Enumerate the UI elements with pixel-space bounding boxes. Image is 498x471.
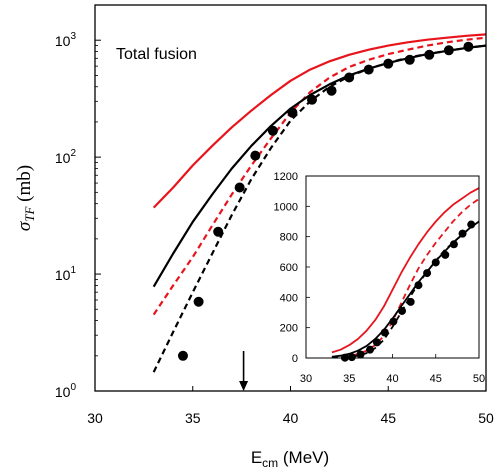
data-point-1 (193, 296, 204, 307)
data-point-4 (250, 150, 261, 161)
inset-data-point-1 (347, 353, 356, 362)
inset-data-point-2 (356, 350, 365, 359)
data-point-15 (463, 41, 474, 52)
inset-y-tick-label-4: 800 (280, 232, 298, 244)
inset-plot: 30 35 40 45 50 0 200 400 600 800 1000 1200 (274, 171, 486, 385)
data-point-0 (177, 350, 188, 361)
inset-y-tick-label-1: 200 (280, 323, 298, 335)
data-point-14 (443, 45, 454, 56)
inset-data-point-12 (441, 250, 450, 259)
x-tick-label-2: 40 (283, 410, 299, 426)
inset-curves (331, 187, 479, 358)
inset-y-tick-labels: 0 200 400 600 800 1000 1200 (274, 171, 298, 365)
y-tick-label-3: 103 (55, 31, 77, 49)
inset-y-tick-label-5: 1000 (274, 201, 298, 213)
data-point-5 (267, 125, 278, 136)
main-series-red-dashed (152, 36, 486, 316)
inset-x-tick-labels: 30 35 40 45 50 (300, 373, 485, 385)
barrier-arrow (239, 351, 249, 391)
inset-data-point-7 (398, 306, 407, 315)
inset-x-tick-label-0: 30 (300, 373, 312, 385)
inset-data-markers (340, 220, 476, 362)
y-tick-label-2: 102 (55, 148, 77, 166)
data-point-8 (326, 85, 337, 96)
y-axis-title: σTF (mb) (14, 165, 37, 231)
main-plot: 30 35 40 45 50 100 101 102 103 Total fusion Ecm… (14, 4, 494, 470)
inset-data-point-6 (389, 317, 398, 326)
chart-annotation: Total fusion (116, 46, 197, 63)
main-data-markers (177, 41, 474, 361)
main-y-tick-labels: 100 101 102 103 (55, 31, 77, 400)
inset-series-red-solid (331, 187, 479, 354)
inset-data-point-11 (431, 258, 440, 267)
data-point-11 (383, 58, 394, 69)
inset-data-point-5 (380, 328, 389, 337)
inset-data-point-14 (458, 229, 467, 238)
inset-frame (305, 175, 480, 359)
x-axis-title: Ecm (MeV) (251, 448, 329, 470)
data-point-12 (404, 54, 415, 65)
main-x-tick-labels: 30 35 40 45 50 (87, 410, 494, 426)
inset-y-tick-label-6: 1200 (274, 171, 298, 183)
inset-x-tick-label-1: 35 (343, 373, 355, 385)
inset-x-tick-label-3: 45 (430, 373, 442, 385)
data-point-7 (307, 94, 318, 105)
x-tick-label-3: 45 (380, 410, 396, 426)
main-plot-frame (94, 4, 487, 392)
data-point-3 (234, 182, 245, 193)
x-tick-label-1: 35 (185, 410, 201, 426)
inset-data-point-15 (467, 220, 476, 229)
inset-series-black-dashed (331, 220, 479, 358)
inset-data-point-3 (366, 345, 375, 354)
x-tick-label-0: 30 (87, 410, 103, 426)
inset-x-tick-label-4: 50 (473, 373, 485, 385)
inset-background (306, 176, 479, 358)
x-tick-label-4: 50 (478, 410, 494, 426)
inset-data-point-8 (406, 297, 415, 306)
data-point-2 (213, 226, 224, 237)
inset-y-tick-label-0: 0 (292, 353, 298, 365)
y-tick-label-0: 100 (55, 382, 77, 400)
y-tick-label-1: 101 (55, 265, 77, 283)
data-point-9 (344, 72, 355, 83)
inset-y-tick-label-3: 600 (280, 262, 298, 274)
main-series-red-solid (152, 33, 486, 209)
inset-data-point-10 (423, 269, 432, 278)
data-point-6 (287, 107, 298, 118)
inset-data-point-9 (414, 281, 423, 290)
data-point-10 (363, 64, 374, 75)
data-point-13 (424, 49, 435, 60)
inset-data-point-4 (372, 338, 381, 347)
inset-series-red-dashed (331, 198, 479, 358)
inset-x-tick-label-2: 40 (386, 373, 398, 385)
inset-y-tick-label-2: 400 (280, 292, 298, 304)
inset-data-point-13 (449, 240, 458, 249)
